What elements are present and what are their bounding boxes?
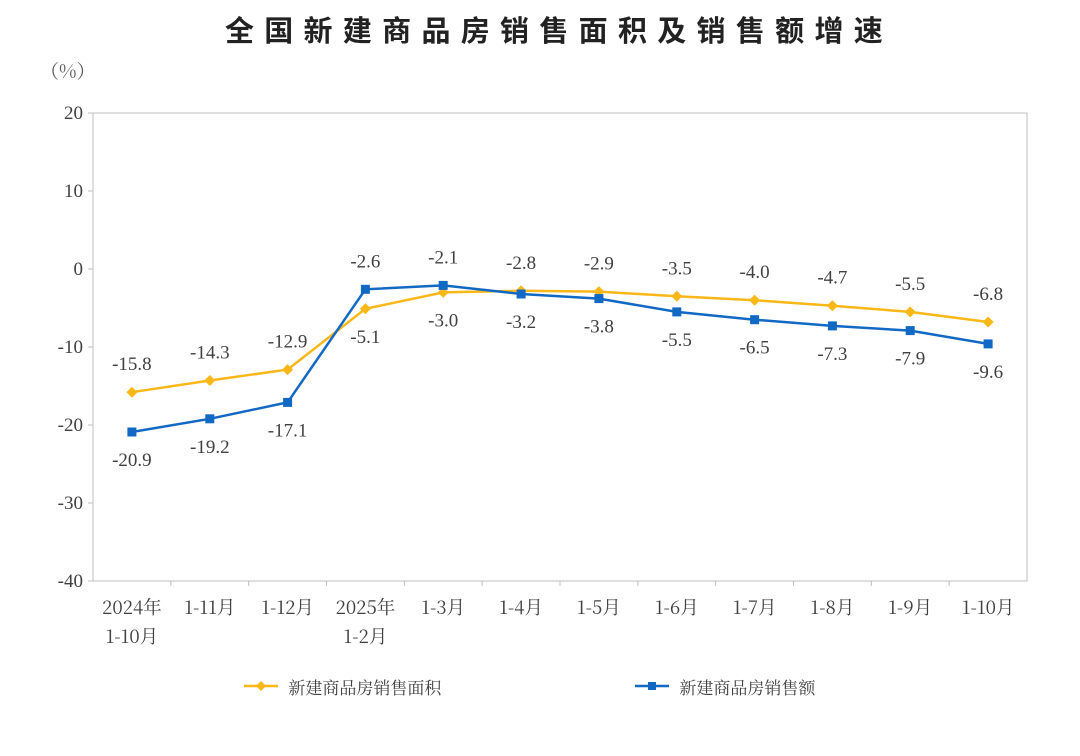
svg-text:-20: -20: [58, 415, 83, 436]
svg-text:0: 0: [74, 259, 84, 280]
svg-text:-5.5: -5.5: [662, 330, 692, 351]
svg-text:-15.8: -15.8: [112, 354, 152, 375]
svg-text:-2.1: -2.1: [428, 247, 458, 268]
svg-text:20: 20: [64, 103, 83, 124]
svg-text:-5.5: -5.5: [895, 274, 925, 295]
svg-text:-4.0: -4.0: [740, 262, 770, 283]
svg-text:-30: -30: [58, 493, 83, 514]
svg-text:-2.8: -2.8: [506, 253, 536, 274]
svg-text:-19.2: -19.2: [190, 437, 230, 458]
svg-text:-17.1: -17.1: [268, 420, 308, 441]
svg-text:-6.8: -6.8: [973, 284, 1003, 305]
svg-text:-3.5: -3.5: [662, 258, 692, 279]
svg-text:-7.9: -7.9: [895, 349, 925, 370]
svg-text:-3.2: -3.2: [506, 312, 536, 333]
svg-text:-4.7: -4.7: [817, 268, 847, 289]
svg-text:-12.9: -12.9: [268, 332, 308, 353]
svg-text:-10: -10: [58, 337, 83, 358]
svg-text:-6.5: -6.5: [740, 338, 770, 359]
svg-text:10: 10: [64, 181, 83, 202]
svg-text:-2.9: -2.9: [584, 254, 614, 275]
svg-text:-3.8: -3.8: [584, 317, 614, 338]
svg-text:-5.1: -5.1: [350, 327, 380, 348]
svg-text:-40: -40: [58, 571, 83, 592]
svg-text:-3.0: -3.0: [428, 310, 458, 331]
svg-text:-7.3: -7.3: [817, 344, 847, 365]
svg-text:-20.9: -20.9: [112, 450, 152, 471]
svg-text:-2.6: -2.6: [350, 251, 380, 272]
svg-text:-9.6: -9.6: [973, 362, 1003, 383]
svg-text:-14.3: -14.3: [190, 343, 230, 364]
